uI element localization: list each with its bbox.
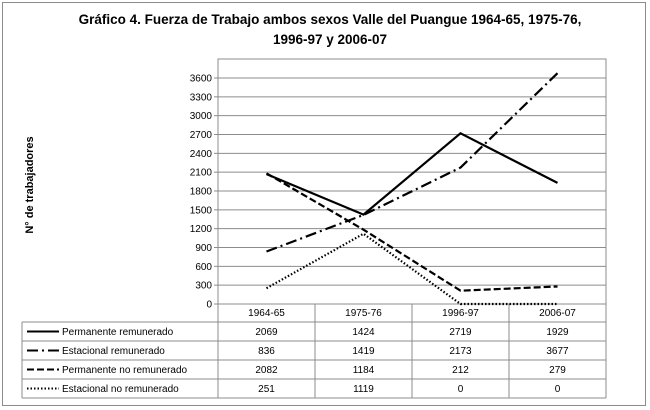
data-table-value: 2069 [255, 327, 278, 338]
data-table-value: 0 [458, 384, 464, 395]
y-tick-label-600: 600 [195, 262, 212, 273]
y-tick-label-2100: 2100 [190, 168, 213, 179]
data-table-value: 836 [258, 346, 275, 357]
data-table-value: 2082 [255, 365, 278, 376]
data-table-value: 1419 [352, 346, 375, 357]
data-table-value: 1119 [353, 384, 374, 395]
x-tick-label-1996-97: 1996-97 [442, 308, 479, 319]
chart-frame [2, 2, 646, 406]
y-tick-label-2700: 2700 [190, 130, 213, 141]
plot-area-border [217, 58, 607, 305]
legend-label-1: Estacional remunerado [62, 346, 165, 357]
data-table-value: 0 [555, 384, 561, 395]
x-tick-label-1964-65: 1964-65 [248, 308, 285, 319]
y-tick-label-1800: 1800 [190, 187, 213, 198]
y-tick-label-3600: 3600 [190, 74, 213, 85]
y-tick-label-0: 0 [206, 300, 212, 311]
legend-label-3: Estacional no remunerado [62, 384, 179, 395]
data-table-value: 1184 [353, 365, 375, 376]
y-tick-label-300: 300 [195, 281, 212, 292]
series-line-2 [265, 172, 558, 292]
data-table-value: 251 [258, 384, 275, 395]
x-tick-label-2006-07: 2006-07 [539, 308, 576, 319]
legend-label-2: Permanente no remunerado [62, 365, 188, 376]
series-line-3 [265, 232, 558, 306]
y-tick-label-900: 900 [195, 243, 212, 254]
data-table-value: 1929 [546, 327, 569, 338]
y-tick-label-1200: 1200 [190, 224, 213, 235]
data-table-value: 2173 [449, 346, 472, 357]
series-line-1 [266, 72, 559, 253]
y-tick-label-1500: 1500 [190, 205, 213, 216]
y-tick-label-3300: 3300 [190, 92, 213, 103]
data-table-value: 2719 [449, 327, 472, 338]
data-table-value: 212 [452, 365, 469, 376]
data-table-value: 3677 [546, 346, 569, 357]
chart-title-line-1: Gráfico 4. Fuerza de Trabajo ambos sexos… [78, 12, 582, 27]
legend-label-0: Permanente remunerado [62, 327, 174, 338]
y-tick-label-3000: 3000 [190, 111, 213, 122]
y-tick-label-2400: 2400 [190, 149, 213, 160]
data-table-value: 1424 [352, 327, 375, 338]
chart-title-line-2: 1996-97 y 2006-07 [272, 32, 388, 47]
series-line-0 [266, 131, 559, 216]
chart-title: Gráfico 4. Fuerza de Trabajo ambos sexos… [60, 10, 600, 50]
data-table-value: 279 [549, 365, 566, 376]
x-tick-label-1975-76: 1975-76 [345, 308, 382, 319]
